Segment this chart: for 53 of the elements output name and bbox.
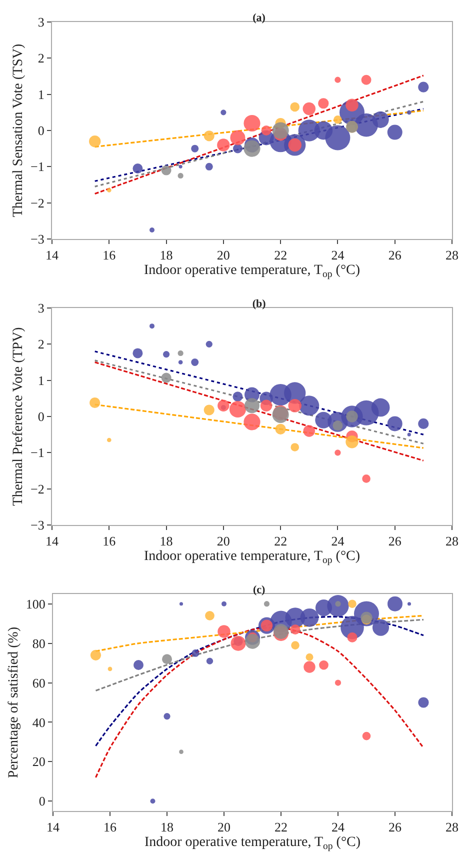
x-axis-title: Indoor operative temperature, T$_{op}$ (°C) — [144, 834, 361, 852]
x-tick-label: 28 — [446, 248, 458, 263]
y-tick-label: −1 — [30, 445, 44, 460]
chart-title: (c) — [252, 584, 266, 596]
x-tick-label: 16 — [102, 534, 116, 549]
x-tick-label: 20 — [216, 534, 230, 549]
y-tick-label: 1 — [38, 86, 44, 102]
y-tick-label: 0 — [38, 794, 46, 809]
x-tick-label: 22 — [274, 248, 288, 263]
y-tick-label: 80 — [32, 636, 46, 651]
x-tick-label: 26 — [388, 248, 402, 263]
y-tick-label: −3 — [30, 232, 44, 247]
y-axis-title: Thermal Sensation Vote (TSV) — [11, 44, 26, 218]
y-tick-label: −2 — [30, 481, 44, 496]
x-tick-label: 28 — [446, 534, 458, 549]
x-tick-label: 24 — [331, 248, 345, 263]
x-tick-label: 24 — [331, 534, 345, 549]
x-tick-label: 20 — [218, 820, 230, 835]
x-tick-label: 16 — [104, 820, 117, 835]
y-tick-label: 2 — [38, 50, 44, 66]
x-tick-label: 14 — [46, 534, 59, 549]
y-tick-label: −1 — [30, 159, 44, 174]
y-tick-label: −3 — [30, 518, 44, 533]
y-tick-label: 60 — [32, 675, 46, 690]
x-tick-label: 18 — [160, 820, 174, 835]
y-axis-title: Thermal Preference Vote (TPV) — [11, 326, 26, 506]
y-tick-label: 0 — [38, 123, 44, 138]
x-tick-label: 22 — [274, 534, 288, 549]
x-axis-title: Indoor operative temperature, T$_{op}$ (°C) — [144, 548, 360, 566]
y-tick-label: 2 — [38, 336, 44, 352]
chart-title: (b) — [252, 298, 266, 310]
y-axis-title: Percentage of satisfied (%) — [6, 626, 22, 778]
x-tick-label: 20 — [216, 248, 230, 263]
x-tick-label: 24 — [332, 820, 345, 835]
x-tick-label: 26 — [388, 820, 402, 835]
y-tick-label: 0 — [38, 409, 44, 424]
chart-title: (a) — [252, 12, 266, 24]
x-tick-label: 14 — [46, 820, 60, 835]
y-tick-label: 40 — [32, 714, 46, 730]
x-axis-title: Indoor operative temperature, T$_{op}$ (°C) — [144, 262, 360, 280]
x-tick-label: 14 — [46, 248, 59, 263]
y-tick-label: −2 — [30, 195, 44, 210]
x-tick-label: 18 — [160, 534, 173, 549]
x-tick-label: 22 — [274, 820, 288, 835]
x-tick-label: 18 — [160, 248, 173, 263]
y-tick-label: 3 — [38, 300, 44, 316]
y-tick-label: 20 — [32, 754, 46, 770]
y-tick-label: 100 — [26, 596, 46, 612]
y-tick-label: 3 — [38, 14, 44, 30]
x-tick-label: 16 — [102, 248, 116, 263]
y-tick-label: 1 — [38, 372, 44, 388]
x-tick-label: 28 — [446, 820, 458, 835]
x-tick-label: 26 — [388, 534, 402, 549]
